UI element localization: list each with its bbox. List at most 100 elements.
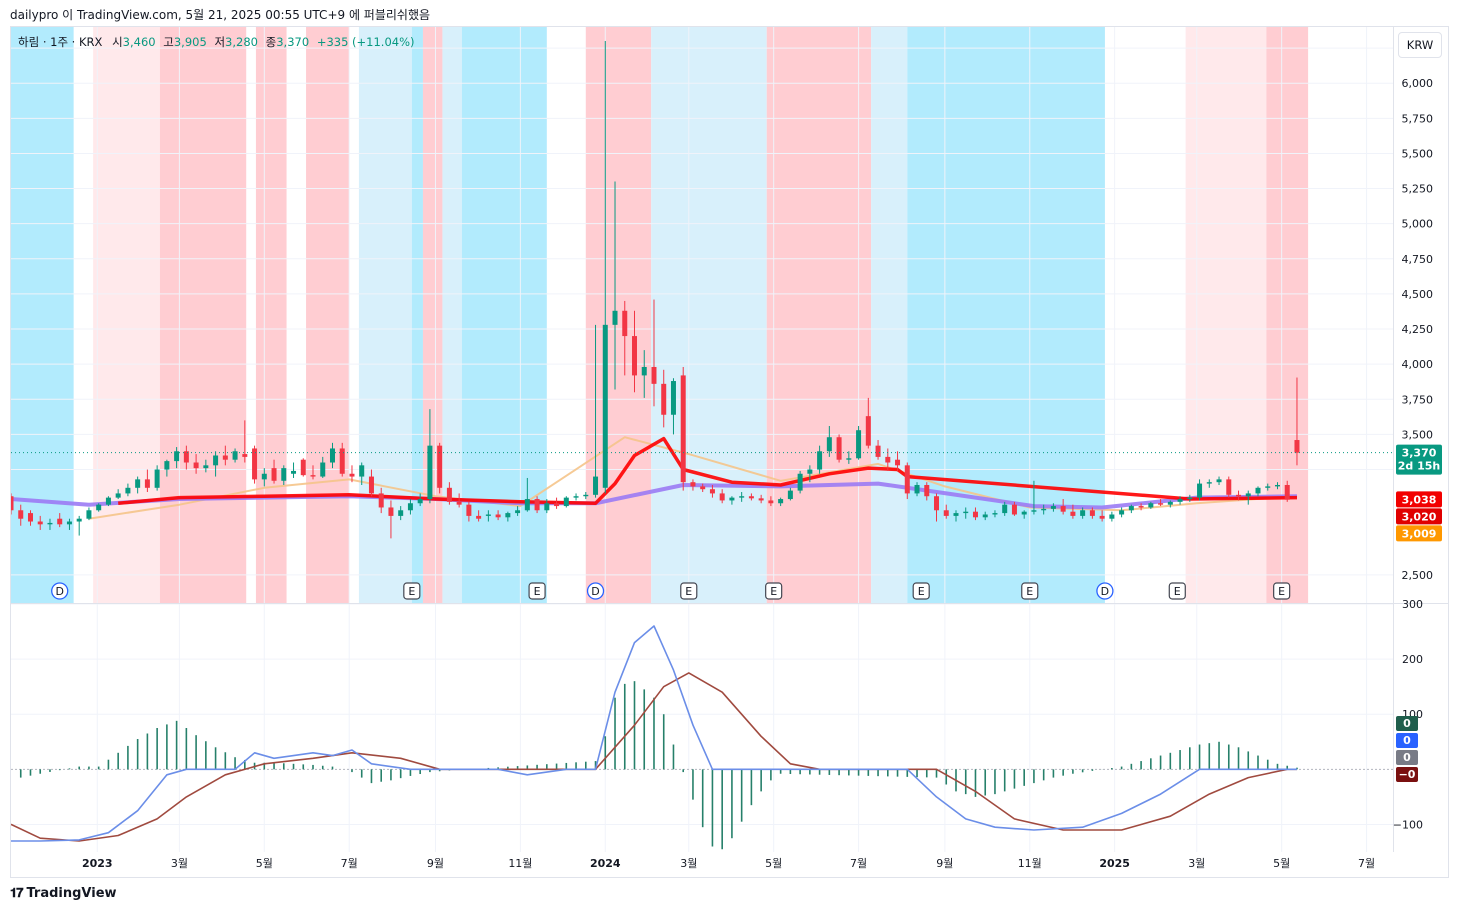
- macd-tick-label: 200: [1402, 653, 1423, 666]
- candle: [661, 369, 667, 428]
- candle: [407, 499, 413, 515]
- candle-body: [485, 514, 491, 516]
- candle-body: [768, 500, 774, 504]
- candle: [281, 465, 287, 485]
- candle-body: [758, 498, 764, 501]
- candle-body: [1216, 479, 1222, 483]
- background-band: [11, 27, 74, 603]
- candle: [1080, 507, 1086, 519]
- open-label: 시: [112, 35, 123, 49]
- candle-body: [934, 496, 940, 511]
- macd-pane: [11, 625, 1393, 850]
- candle-body: [972, 511, 978, 518]
- macd-value-tag-text: 0: [1403, 751, 1411, 764]
- dividend-marker: D: [586, 582, 605, 600]
- time-tick-label: 11월: [508, 857, 532, 870]
- time-tick-label: 3월: [171, 857, 188, 870]
- candle-body: [1265, 486, 1271, 488]
- tradingview-logo-icon: 𝟏𝟕: [10, 886, 24, 901]
- candle: [1226, 476, 1232, 498]
- high-label: 고: [163, 35, 174, 49]
- candle: [1128, 504, 1134, 514]
- earnings-marker-box: [912, 582, 930, 600]
- candle: [1255, 486, 1261, 497]
- candle: [807, 465, 813, 483]
- candle: [1197, 479, 1203, 501]
- time-tick-label: 2025: [1099, 857, 1130, 870]
- candle: [261, 468, 267, 487]
- candle: [11, 493, 14, 515]
- time-tick-label: 11월: [1018, 857, 1042, 870]
- candle: [446, 482, 452, 505]
- candle-body: [632, 336, 638, 376]
- dividend-marker-circle: [51, 582, 69, 600]
- time-tick-label: 2024: [590, 857, 621, 870]
- candle-body: [252, 448, 258, 480]
- candle-body: [271, 468, 277, 481]
- candle: [563, 496, 569, 508]
- candle-body: [680, 375, 686, 483]
- candle-body: [125, 487, 131, 494]
- candle: [924, 482, 930, 501]
- currency-button[interactable]: KRW: [1398, 32, 1442, 58]
- candle: [359, 462, 365, 485]
- candle: [485, 510, 491, 522]
- moving-average-line: [88, 436, 1298, 520]
- candle: [1002, 501, 1008, 516]
- candle-body: [446, 487, 452, 502]
- candle-body: [339, 448, 345, 474]
- candle-body: [1284, 484, 1290, 500]
- tradingview-logo[interactable]: 𝟏𝟕 TradingView: [10, 886, 117, 901]
- candle-body: [27, 513, 33, 522]
- candle-body: [310, 475, 316, 477]
- candle: [183, 445, 189, 470]
- candle: [300, 458, 306, 477]
- candle-body: [57, 518, 63, 525]
- candle: [378, 487, 384, 514]
- candle: [1158, 499, 1164, 507]
- tradingview-brand-text: TradingView: [26, 886, 117, 901]
- candle: [1109, 511, 1115, 522]
- candle-body: [261, 473, 267, 480]
- symbol-label[interactable]: 하림 · 1주 · KRX: [18, 35, 103, 49]
- candle-body: [904, 465, 910, 494]
- candle: [1099, 510, 1105, 522]
- candle: [437, 442, 443, 494]
- candle-body: [1138, 506, 1144, 508]
- candle-body: [739, 496, 745, 498]
- candle-body: [66, 521, 72, 525]
- candle-body: [1011, 504, 1017, 515]
- candle: [476, 510, 482, 522]
- candle-body: [641, 366, 647, 376]
- macd-tick-label: −100: [1393, 818, 1423, 831]
- time-tick-label: 3월: [680, 857, 697, 870]
- candle-body: [164, 461, 170, 470]
- candle-body: [1167, 501, 1173, 505]
- candle: [66, 518, 72, 530]
- candle: [105, 496, 111, 507]
- background-band: [93, 27, 160, 603]
- candle-body: [96, 504, 102, 511]
- earnings-marker: E: [1273, 582, 1291, 600]
- price-tick-label: 5,000: [1402, 218, 1434, 231]
- candle: [115, 489, 121, 500]
- candle: [1148, 501, 1154, 509]
- candle-body: [1245, 493, 1251, 497]
- candle-body: [193, 462, 199, 469]
- dividend-marker-circle: [1096, 582, 1114, 600]
- background-band: [306, 27, 350, 603]
- candle-body: [174, 451, 180, 462]
- candle-body: [329, 448, 335, 463]
- candle-body: [982, 514, 988, 518]
- dividend-marker: D: [51, 582, 69, 600]
- candle-body: [670, 381, 676, 415]
- earnings-marker: E: [1168, 582, 1186, 600]
- earnings-marker-box: [1021, 582, 1039, 600]
- candle-body: [593, 476, 599, 495]
- candle-body: [992, 513, 998, 515]
- candle-body: [1060, 506, 1066, 512]
- candle: [368, 469, 374, 497]
- earnings-marker: E: [765, 582, 783, 600]
- low-label: 저: [214, 35, 226, 49]
